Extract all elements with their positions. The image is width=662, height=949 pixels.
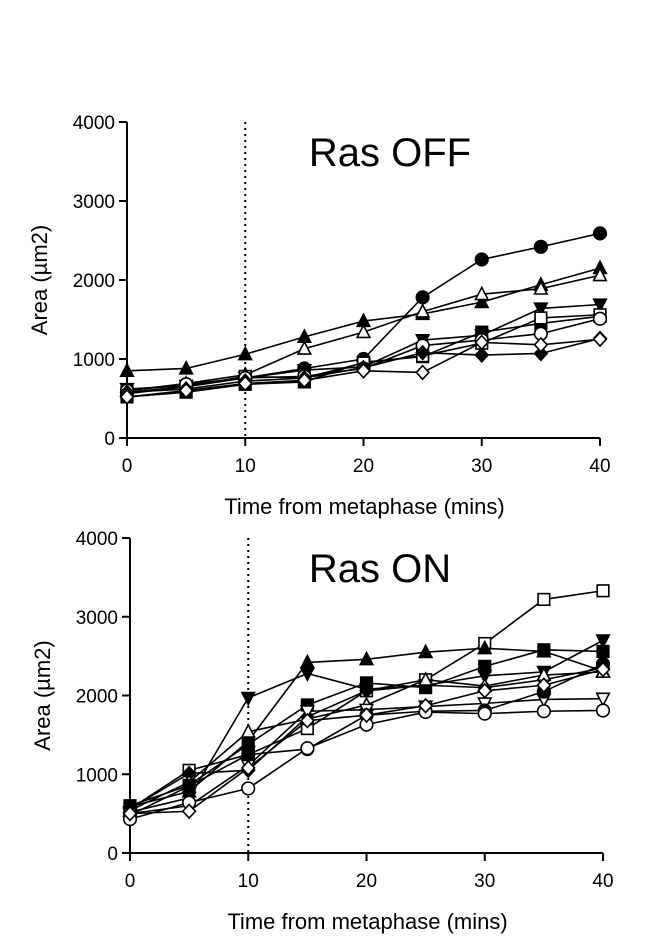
y-tick-label: 1000 <box>76 765 118 786</box>
chart-title: Ras OFF <box>309 131 471 175</box>
data-point <box>415 364 431 381</box>
y-tick-label: 2000 <box>76 687 118 708</box>
data-point <box>595 661 611 678</box>
y-tick-label: 2000 <box>73 271 115 292</box>
series-8 <box>119 331 608 405</box>
chart-title: Ras ON <box>309 547 451 591</box>
data-point <box>533 302 549 317</box>
data-point <box>536 677 552 694</box>
data-point <box>595 634 611 649</box>
data-point <box>477 706 492 721</box>
data-point <box>181 803 197 820</box>
data-point <box>537 643 551 657</box>
data-point <box>592 226 608 241</box>
data-point <box>240 723 256 738</box>
data-point <box>592 298 608 314</box>
y-tick-label: 0 <box>104 429 115 450</box>
data-point <box>299 705 315 720</box>
y-tick-label: 1000 <box>73 350 115 371</box>
data-point <box>534 311 548 325</box>
data-point <box>241 747 256 762</box>
data-point <box>592 331 608 348</box>
data-point <box>418 643 434 659</box>
data-point <box>595 703 611 718</box>
series-9 <box>122 661 611 822</box>
data-point <box>415 303 431 318</box>
data-point <box>356 362 371 379</box>
y-tick-label: 4000 <box>76 529 118 550</box>
data-point <box>592 266 608 282</box>
data-point <box>237 345 253 361</box>
x-tick-label: 40 <box>592 871 613 892</box>
x-tick-label: 0 <box>122 456 133 477</box>
data-point <box>477 682 493 699</box>
series-4 <box>122 659 611 817</box>
data-point <box>474 252 489 267</box>
data-point <box>418 671 434 686</box>
data-point <box>415 290 430 305</box>
data-point <box>474 334 490 351</box>
data-point <box>474 347 490 364</box>
data-point <box>533 280 549 295</box>
data-point <box>474 285 490 301</box>
data-point <box>355 323 372 339</box>
data-point <box>237 375 253 392</box>
y-axis-label: Area (µm2) <box>27 225 52 335</box>
data-point <box>299 712 315 729</box>
data-point <box>415 344 431 361</box>
data-point <box>296 372 312 389</box>
data-point <box>478 659 492 673</box>
data-point <box>119 362 135 377</box>
data-point <box>178 382 194 399</box>
data-point <box>418 697 434 714</box>
data-point <box>533 345 549 362</box>
data-point <box>477 639 493 655</box>
y-tick-label: 0 <box>107 844 118 865</box>
data-point <box>358 650 375 666</box>
data-point <box>119 388 135 405</box>
y-tick-label: 3000 <box>76 608 118 629</box>
data-point <box>300 741 315 756</box>
data-point <box>474 293 490 309</box>
y-axis-label: Area (µm2) <box>30 640 55 750</box>
y-tick-label: 4000 <box>73 113 115 134</box>
data-point <box>241 781 256 796</box>
x-axis-label: Time from metaphase (mins) <box>227 909 507 934</box>
x-tick-label: 30 <box>474 871 495 892</box>
x-tick-label: 10 <box>235 456 256 477</box>
data-point <box>596 644 610 658</box>
data-point <box>182 778 197 794</box>
x-axis-label: Time from metaphase (mins) <box>224 494 504 519</box>
data-point <box>536 704 551 719</box>
data-point <box>596 584 610 598</box>
data-point <box>240 759 256 776</box>
data-point <box>533 239 548 254</box>
x-tick-label: 10 <box>238 871 259 892</box>
x-tick-label: 20 <box>356 871 377 892</box>
x-tick-label: 40 <box>589 456 610 477</box>
data-point <box>122 805 138 822</box>
data-point <box>592 311 608 326</box>
y-tick-label: 3000 <box>73 192 115 213</box>
data-point <box>178 359 194 375</box>
data-point <box>240 691 256 707</box>
chart-ras-on: 0 1000 2000 3000 4000 0 10 20 30 40 Time from meta… <box>30 529 614 934</box>
x-tick-label: 0 <box>125 871 136 892</box>
data-point <box>533 336 549 353</box>
data-point <box>595 692 611 708</box>
data-point <box>296 340 312 355</box>
data-point <box>537 592 551 607</box>
data-point <box>359 707 374 724</box>
chart-ras-off: 0 1000 2000 3000 4000 0 10 20 30 40 Time from meta… <box>27 113 611 519</box>
data-point <box>299 667 315 682</box>
x-tick-label: 30 <box>471 456 492 477</box>
x-tick-label: 20 <box>353 456 374 477</box>
